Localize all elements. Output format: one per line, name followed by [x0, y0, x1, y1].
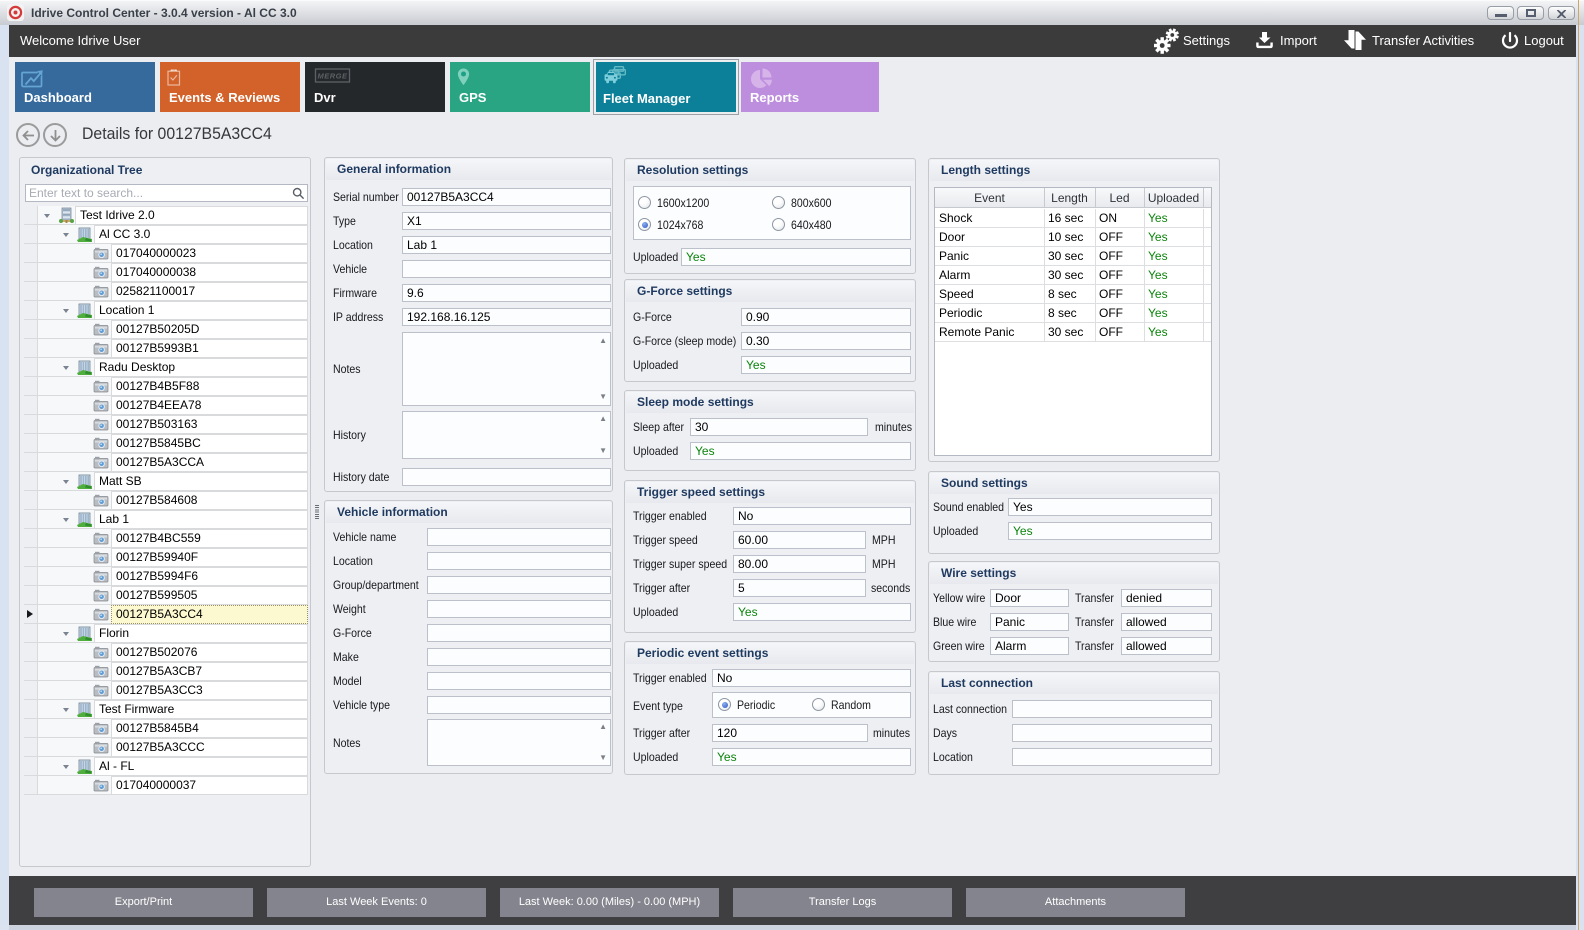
- svg-text:MERGE: MERGE: [317, 72, 348, 81]
